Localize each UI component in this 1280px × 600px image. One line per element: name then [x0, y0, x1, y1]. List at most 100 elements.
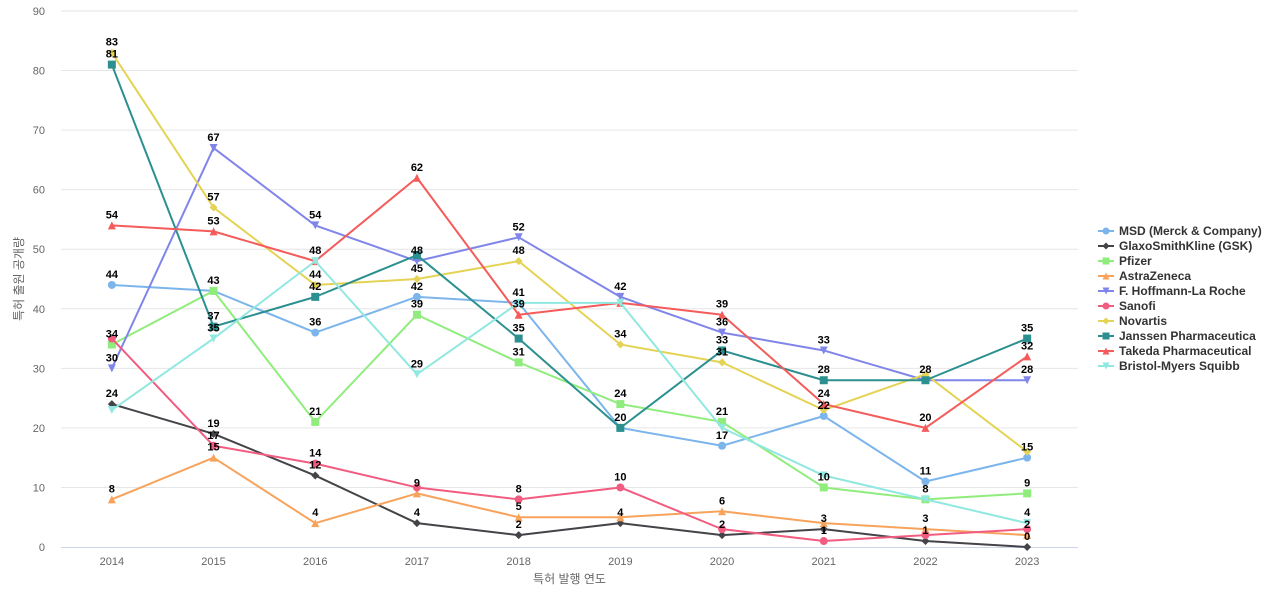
data-point[interactable]: [412, 489, 421, 498]
data-point[interactable]: [209, 286, 218, 295]
data-point[interactable]: [107, 48, 116, 57]
data-point[interactable]: [1023, 543, 1032, 551]
data-point[interactable]: [514, 531, 523, 540]
data-point[interactable]: [921, 376, 930, 385]
data-point[interactable]: [311, 417, 320, 426]
data-point[interactable]: [514, 257, 523, 266]
data-point[interactable]: [514, 233, 523, 242]
data-point[interactable]: [514, 358, 523, 367]
data-point[interactable]: [1023, 376, 1032, 385]
data-point[interactable]: [718, 346, 727, 355]
data-point[interactable]: [311, 221, 320, 230]
legend-item[interactable]: Novartis: [1098, 314, 1167, 328]
data-point[interactable]: [412, 251, 421, 260]
data-point[interactable]: [311, 257, 320, 266]
data-point[interactable]: [107, 364, 116, 373]
data-point[interactable]: [819, 519, 828, 528]
data-point[interactable]: [514, 495, 523, 504]
data-point[interactable]: [819, 346, 828, 355]
legend-item[interactable]: Pfizer: [1098, 254, 1152, 268]
series-line[interactable]: [111, 52, 1028, 453]
legend-item[interactable]: GlaxoSmithKline (GSK): [1098, 239, 1252, 253]
data-point[interactable]: [718, 441, 727, 450]
data-point[interactable]: [209, 227, 218, 236]
data-point[interactable]: [209, 429, 218, 438]
data-point[interactable]: [514, 334, 523, 343]
data-point[interactable]: [107, 280, 116, 289]
data-point[interactable]: [921, 423, 930, 432]
legend-item[interactable]: Bristol-Myers Squibb: [1098, 359, 1240, 373]
data-point[interactable]: [1023, 453, 1032, 462]
series-line[interactable]: [111, 403, 1028, 548]
data-point[interactable]: [311, 459, 320, 468]
data-point[interactable]: [819, 483, 828, 492]
data-point[interactable]: [718, 531, 727, 540]
series-line[interactable]: [111, 337, 1028, 543]
data-point[interactable]: [1023, 531, 1032, 540]
data-point[interactable]: [921, 525, 930, 534]
data-point[interactable]: [819, 400, 828, 409]
data-point[interactable]: [616, 298, 625, 307]
data-point[interactable]: [1023, 519, 1032, 528]
data-point[interactable]: [311, 328, 320, 337]
data-point[interactable]: [412, 370, 421, 379]
data-point[interactable]: [616, 292, 625, 301]
series-line[interactable]: [111, 260, 1028, 525]
data-point[interactable]: [1023, 489, 1032, 498]
data-point[interactable]: [412, 483, 421, 492]
data-point[interactable]: [718, 507, 727, 516]
data-point[interactable]: [718, 328, 727, 337]
data-point[interactable]: [107, 340, 116, 349]
data-point[interactable]: [921, 537, 930, 546]
data-point[interactable]: [616, 513, 625, 522]
data-point[interactable]: [819, 376, 828, 385]
series-line[interactable]: [110, 146, 1028, 382]
data-point[interactable]: [209, 143, 218, 152]
legend-item[interactable]: Janssen Pharmaceutica: [1098, 329, 1256, 343]
data-point[interactable]: [209, 453, 218, 462]
data-point[interactable]: [921, 495, 930, 504]
data-point[interactable]: [616, 483, 625, 492]
data-point[interactable]: [921, 531, 930, 540]
data-point[interactable]: [107, 495, 116, 504]
data-point[interactable]: [412, 292, 421, 301]
data-point[interactable]: [311, 280, 320, 289]
data-point[interactable]: [209, 322, 218, 331]
data-point[interactable]: [514, 298, 523, 307]
data-point[interactable]: [311, 471, 320, 480]
data-point[interactable]: [209, 334, 218, 343]
series-line[interactable]: [111, 456, 1028, 537]
data-point[interactable]: [107, 60, 116, 69]
legend-item[interactable]: AstraZeneca: [1098, 269, 1191, 283]
data-point[interactable]: [616, 340, 625, 349]
data-point[interactable]: [616, 423, 625, 432]
data-point[interactable]: [107, 221, 116, 230]
data-point[interactable]: [412, 275, 421, 283]
data-point[interactable]: [819, 471, 828, 480]
data-point[interactable]: [819, 537, 828, 546]
data-point[interactable]: [718, 525, 727, 534]
data-point[interactable]: [107, 334, 116, 343]
series-line[interactable]: [111, 176, 1028, 429]
series-line[interactable]: [111, 289, 1028, 501]
legend-item[interactable]: Sanofi: [1098, 299, 1156, 313]
data-point[interactable]: [209, 203, 218, 212]
data-point[interactable]: [311, 292, 320, 301]
data-point[interactable]: [412, 173, 421, 182]
legend-item[interactable]: MSD (Merck & Company): [1098, 224, 1262, 238]
legend-item[interactable]: Takeda Pharmaceutical: [1098, 344, 1252, 358]
data-point[interactable]: [1023, 447, 1032, 456]
data-point[interactable]: [412, 519, 421, 528]
data-point[interactable]: [718, 417, 727, 426]
data-point[interactable]: [616, 400, 625, 409]
data-point[interactable]: [514, 513, 523, 522]
data-point[interactable]: [1023, 525, 1032, 534]
data-point[interactable]: [718, 423, 727, 432]
data-point[interactable]: [107, 406, 116, 415]
data-point[interactable]: [514, 310, 523, 319]
data-point[interactable]: [819, 411, 828, 420]
data-point[interactable]: [412, 310, 421, 319]
data-point[interactable]: [718, 358, 727, 367]
data-point[interactable]: [1023, 352, 1032, 361]
data-point[interactable]: [718, 310, 727, 319]
